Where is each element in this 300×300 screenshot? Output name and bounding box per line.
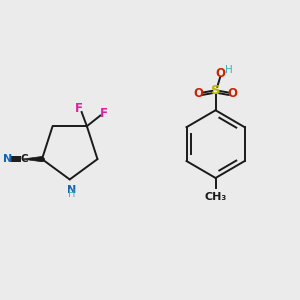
Text: H: H [225,65,233,76]
Polygon shape [22,156,42,162]
Text: C: C [20,154,28,164]
Text: O: O [215,67,226,80]
Text: S: S [211,84,220,97]
Text: F: F [75,102,83,115]
Text: N: N [67,185,76,195]
Text: F: F [100,107,108,120]
Text: CH₃: CH₃ [204,192,227,202]
Text: O: O [194,87,204,100]
Text: O: O [227,87,238,100]
Text: N: N [3,154,13,164]
Text: H: H [68,190,75,200]
